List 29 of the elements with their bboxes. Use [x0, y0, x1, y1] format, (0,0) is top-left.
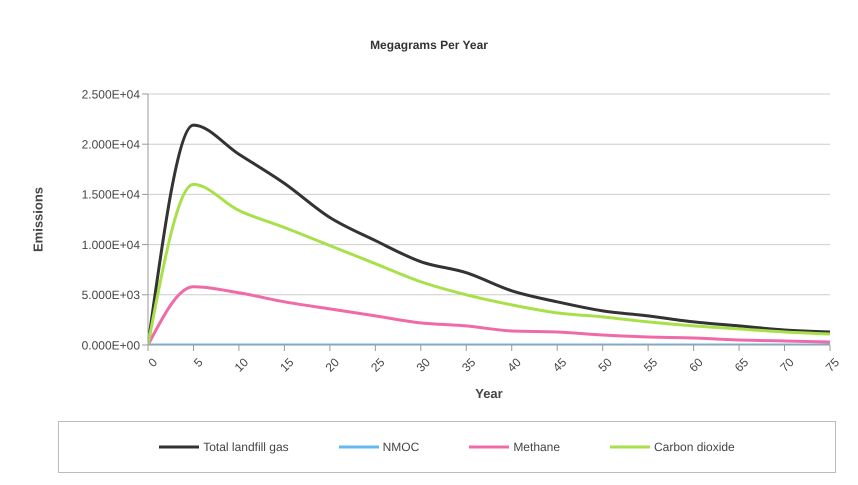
- y-tick-label: 2.500E+04: [82, 87, 140, 102]
- y-tick-label: 5.000E+03: [82, 288, 140, 302]
- x-tick-label: 55: [640, 355, 660, 375]
- legend-label: NMOC: [382, 440, 420, 454]
- x-tick-label: 5: [190, 355, 206, 370]
- x-tick-label: 50: [595, 355, 616, 375]
- x-tick-label: 40: [504, 355, 524, 375]
- x-tick-label: 25: [368, 355, 388, 375]
- y-tick-label: 2.000E+04: [82, 137, 140, 152]
- legend-label: Carbon dioxide: [654, 440, 735, 454]
- x-tick-label: 30: [414, 355, 434, 375]
- x-tick-label: 60: [686, 355, 706, 375]
- y-tick-label: 0.000E+00: [82, 338, 140, 352]
- x-axis-title: Year: [475, 386, 503, 402]
- y-axis-title: Emissions: [30, 186, 46, 252]
- x-tick-label: 75: [822, 355, 842, 375]
- x-tick-label: 20: [322, 355, 342, 375]
- x-tick-label: 15: [277, 355, 297, 375]
- x-tick-label: 45: [550, 355, 570, 375]
- legend-label: Total landfill gas: [203, 440, 289, 454]
- chart-title: Megagrams Per Year: [369, 38, 489, 52]
- x-tick-label: 65: [732, 355, 752, 375]
- x-tick-label: 10: [232, 355, 252, 375]
- x-tick-label: 70: [777, 355, 797, 375]
- legend-label: Methane: [513, 440, 560, 454]
- x-tick-label: 0: [146, 355, 160, 370]
- y-tick-label: 1.000E+04: [82, 238, 140, 252]
- x-tick-label: 35: [459, 355, 479, 375]
- y-tick-label: 1.500E+04: [82, 188, 140, 202]
